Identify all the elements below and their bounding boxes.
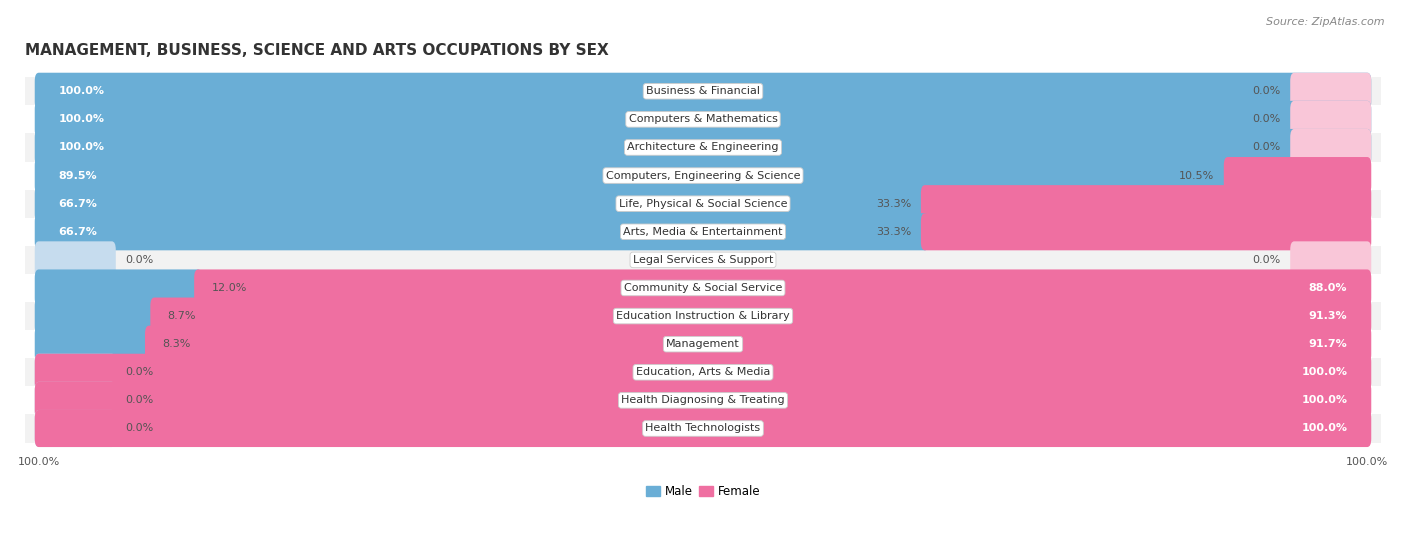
FancyBboxPatch shape [35, 185, 929, 222]
Text: 0.0%: 0.0% [125, 424, 153, 434]
FancyBboxPatch shape [150, 297, 1371, 335]
Text: 0.0%: 0.0% [125, 367, 153, 377]
Text: 8.7%: 8.7% [167, 311, 195, 321]
Text: 12.0%: 12.0% [211, 283, 247, 293]
FancyBboxPatch shape [1291, 241, 1371, 278]
Text: Education, Arts & Media: Education, Arts & Media [636, 367, 770, 377]
FancyBboxPatch shape [1223, 157, 1371, 194]
Text: Management: Management [666, 339, 740, 349]
FancyBboxPatch shape [35, 129, 1371, 166]
Legend: Male, Female: Male, Female [641, 480, 765, 502]
Text: 88.0%: 88.0% [1309, 283, 1347, 293]
FancyBboxPatch shape [35, 213, 929, 251]
Text: MANAGEMENT, BUSINESS, SCIENCE AND ARTS OCCUPATIONS BY SEX: MANAGEMENT, BUSINESS, SCIENCE AND ARTS O… [25, 43, 609, 58]
Text: Business & Financial: Business & Financial [645, 86, 761, 97]
Text: Health Technologists: Health Technologists [645, 424, 761, 434]
Text: 33.3%: 33.3% [876, 227, 911, 237]
FancyBboxPatch shape [35, 410, 1371, 447]
Text: Arts, Media & Entertainment: Arts, Media & Entertainment [623, 227, 783, 237]
FancyBboxPatch shape [35, 73, 1371, 110]
Text: 100.0%: 100.0% [59, 114, 104, 124]
Text: Computers & Mathematics: Computers & Mathematics [628, 114, 778, 124]
FancyBboxPatch shape [1291, 129, 1371, 166]
Text: 0.0%: 0.0% [125, 396, 153, 406]
Text: 0.0%: 0.0% [1253, 142, 1281, 152]
Bar [25, 415, 1381, 442]
Bar [25, 133, 1381, 161]
Text: 0.0%: 0.0% [1253, 114, 1281, 124]
FancyBboxPatch shape [35, 241, 115, 278]
FancyBboxPatch shape [35, 382, 1371, 419]
Bar [25, 302, 1381, 330]
Text: 8.3%: 8.3% [162, 339, 191, 349]
FancyBboxPatch shape [35, 410, 115, 447]
Bar [25, 77, 1381, 105]
FancyBboxPatch shape [921, 185, 1371, 222]
Text: Health Diagnosing & Treating: Health Diagnosing & Treating [621, 396, 785, 406]
Text: 91.3%: 91.3% [1309, 311, 1347, 321]
Bar [25, 190, 1381, 218]
FancyBboxPatch shape [35, 297, 159, 335]
Text: 33.3%: 33.3% [876, 199, 911, 209]
Text: 0.0%: 0.0% [1253, 255, 1281, 265]
Text: 100.0%: 100.0% [59, 86, 104, 97]
FancyBboxPatch shape [35, 157, 1232, 194]
Text: 91.7%: 91.7% [1309, 339, 1347, 349]
Text: 100.0%: 100.0% [1302, 367, 1347, 377]
Text: 0.0%: 0.0% [125, 255, 153, 265]
FancyBboxPatch shape [1291, 101, 1371, 138]
FancyBboxPatch shape [35, 270, 202, 306]
FancyBboxPatch shape [1291, 73, 1371, 110]
Text: Architecture & Engineering: Architecture & Engineering [627, 142, 779, 152]
Text: 100.0%: 100.0% [1302, 424, 1347, 434]
FancyBboxPatch shape [35, 382, 115, 419]
FancyBboxPatch shape [145, 326, 1371, 363]
Text: 66.7%: 66.7% [59, 227, 97, 237]
FancyBboxPatch shape [194, 270, 1371, 306]
Text: 66.7%: 66.7% [59, 199, 97, 209]
Bar [25, 358, 1381, 386]
FancyBboxPatch shape [35, 354, 1371, 391]
Text: Life, Physical & Social Science: Life, Physical & Social Science [619, 199, 787, 209]
Text: Community & Social Service: Community & Social Service [624, 283, 782, 293]
Text: Education Instruction & Library: Education Instruction & Library [616, 311, 790, 321]
Text: Source: ZipAtlas.com: Source: ZipAtlas.com [1267, 17, 1385, 27]
FancyBboxPatch shape [35, 326, 153, 363]
FancyBboxPatch shape [921, 213, 1371, 251]
Text: 89.5%: 89.5% [59, 171, 97, 181]
Text: Legal Services & Support: Legal Services & Support [633, 255, 773, 265]
Bar [25, 246, 1381, 274]
Text: Computers, Engineering & Science: Computers, Engineering & Science [606, 171, 800, 181]
FancyBboxPatch shape [35, 354, 115, 391]
Text: 100.0%: 100.0% [59, 142, 104, 152]
Text: 100.0%: 100.0% [1302, 396, 1347, 406]
Text: 0.0%: 0.0% [1253, 86, 1281, 97]
FancyBboxPatch shape [35, 101, 1371, 138]
Text: 10.5%: 10.5% [1180, 171, 1215, 181]
